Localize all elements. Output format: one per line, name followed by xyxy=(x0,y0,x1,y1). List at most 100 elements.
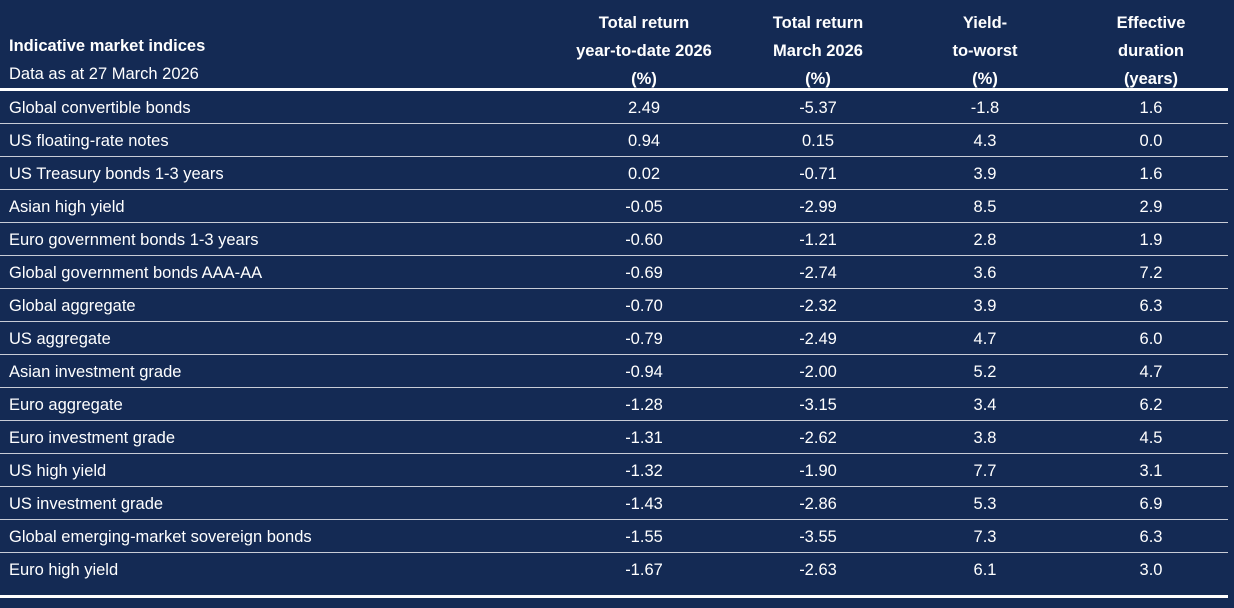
row-label: Global convertible bonds xyxy=(9,99,191,117)
table-row: US floating-rate notes 0.94 0.15 4.3 0.0 xyxy=(0,124,1228,157)
cell-value: -1.55 xyxy=(625,528,663,546)
col-header-line: Total return xyxy=(772,14,864,32)
cell-value: -2.62 xyxy=(799,429,837,447)
row-label: US high yield xyxy=(9,462,107,480)
cell-value: 0.0 xyxy=(1139,132,1163,150)
cell-value: -1.43 xyxy=(625,495,663,513)
col-header-line: March 2026 xyxy=(773,42,863,60)
col-header-line: year-to-date 2026 xyxy=(576,42,712,60)
cell-value: 3.6 xyxy=(973,264,997,282)
cell-value: -0.70 xyxy=(625,297,663,315)
cell-value: 4.7 xyxy=(1139,363,1163,381)
cell-value: -1.21 xyxy=(799,231,837,249)
cell-value: -5.37 xyxy=(799,99,837,117)
cell-value: -1.8 xyxy=(970,99,1000,117)
cell-value: 3.4 xyxy=(973,396,997,414)
table-title: Indicative market indices xyxy=(9,37,206,55)
cell-value: 5.3 xyxy=(973,495,997,513)
col-header-line: (%) xyxy=(631,70,657,88)
table-row: Euro investment grade -1.31 -2.62 3.8 4.5 xyxy=(0,421,1228,454)
cell-value: -2.74 xyxy=(799,264,837,282)
cell-value: 7.2 xyxy=(1139,264,1163,282)
cell-value: 3.0 xyxy=(1139,561,1163,579)
row-label: Euro high yield xyxy=(9,561,119,579)
cell-value: -1.32 xyxy=(625,462,663,480)
row-label: Global emerging-market sovereign bonds xyxy=(9,528,312,546)
cell-value: -2.32 xyxy=(799,297,837,315)
cell-value: 8.5 xyxy=(973,198,997,216)
row-label: Euro investment grade xyxy=(9,429,176,447)
col-header-ytd: Total return year-to-date 2026 (%) xyxy=(559,9,729,93)
cell-value: -2.63 xyxy=(799,561,837,579)
cell-value: 3.9 xyxy=(973,165,997,183)
cell-value: -0.71 xyxy=(799,165,837,183)
cell-value: 6.1 xyxy=(973,561,997,579)
cell-value: 7.3 xyxy=(973,528,997,546)
cell-value: -1.90 xyxy=(799,462,837,480)
table-body: Global convertible bonds 2.49 -5.37 -1.8 1.6… xyxy=(0,91,1228,591)
cell-value: -2.99 xyxy=(799,198,837,216)
row-label: US floating-rate notes xyxy=(9,132,169,150)
cell-value: 5.2 xyxy=(973,363,997,381)
cell-value: 0.94 xyxy=(627,132,661,150)
header-rule xyxy=(0,88,1228,91)
cell-value: -0.79 xyxy=(625,330,663,348)
cell-value: 4.7 xyxy=(973,330,997,348)
col-header-line: Effective xyxy=(1116,14,1186,32)
cell-value: 1.9 xyxy=(1139,231,1163,249)
cell-value: -2.00 xyxy=(799,363,837,381)
table-row: Asian investment grade -0.94 -2.00 5.2 4.7 xyxy=(0,355,1228,388)
cell-value: 3.8 xyxy=(973,429,997,447)
cell-value: 6.3 xyxy=(1139,297,1163,315)
col-header-line: to-worst xyxy=(952,42,1018,60)
cell-value: -0.94 xyxy=(625,363,663,381)
col-header-line: Yield- xyxy=(962,14,1008,32)
col-header-line: (years) xyxy=(1123,70,1179,88)
cell-value: -0.69 xyxy=(625,264,663,282)
row-label: Global aggregate xyxy=(9,297,136,315)
table-row: Global convertible bonds 2.49 -5.37 -1.8 1.6 xyxy=(0,91,1228,124)
col-header-yield: Yield- to-worst (%) xyxy=(900,9,1070,93)
col-header-line: Total return xyxy=(598,14,690,32)
cell-value: -2.86 xyxy=(799,495,837,513)
row-label: Euro government bonds 1-3 years xyxy=(9,231,259,249)
cell-value: 4.3 xyxy=(973,132,997,150)
cell-value: -1.67 xyxy=(625,561,663,579)
cell-value: -3.15 xyxy=(799,396,837,414)
col-header-line: (%) xyxy=(805,70,831,88)
row-label: Asian high yield xyxy=(9,198,125,216)
col-header-duration: Effective duration (years) xyxy=(1066,9,1234,93)
table-row: US high yield -1.32 -1.90 7.7 3.1 xyxy=(0,454,1228,487)
table-row: Euro aggregate -1.28 -3.15 3.4 6.2 xyxy=(0,388,1228,421)
cell-value: 2.9 xyxy=(1139,198,1163,216)
table-row: Global aggregate -0.70 -2.32 3.9 6.3 xyxy=(0,289,1228,322)
table-row: US Treasury bonds 1-3 years 0.02 -0.71 3.9 1… xyxy=(0,157,1228,190)
row-label: Asian investment grade xyxy=(9,363,182,381)
cell-value: -0.05 xyxy=(625,198,663,216)
table-row: Euro government bonds 1-3 years -0.60 -1.2… xyxy=(0,223,1228,256)
cell-value: 3.1 xyxy=(1139,462,1163,480)
cell-value: 0.15 xyxy=(801,132,835,150)
row-label: US Treasury bonds 1-3 years xyxy=(9,165,224,183)
cell-value: 4.5 xyxy=(1139,429,1163,447)
row-label: Euro aggregate xyxy=(9,396,123,414)
cell-value: 2.8 xyxy=(973,231,997,249)
cell-value: 6.3 xyxy=(1139,528,1163,546)
cell-value: -1.31 xyxy=(625,429,663,447)
row-label: US aggregate xyxy=(9,330,111,348)
table-row: Asian high yield -0.05 -2.99 8.5 2.9 xyxy=(0,190,1228,223)
col-header-march: Total return March 2026 (%) xyxy=(733,9,903,93)
cell-value: 7.7 xyxy=(973,462,997,480)
table-row: Global emerging-market sovereign bonds -1… xyxy=(0,520,1228,553)
row-label: Global government bonds AAA-AA xyxy=(9,264,263,282)
cell-value: -0.60 xyxy=(625,231,663,249)
table-header: Indicative market indices Data as at 27 … xyxy=(0,0,1228,88)
cell-value: 3.9 xyxy=(973,297,997,315)
cell-value: 6.2 xyxy=(1139,396,1163,414)
table-row: Euro high yield -1.67 -2.63 6.1 3.0 xyxy=(0,553,1228,591)
cell-value: 6.0 xyxy=(1139,330,1163,348)
cell-value: -1.28 xyxy=(625,396,663,414)
cell-value: 2.49 xyxy=(627,99,661,117)
cell-value: 1.6 xyxy=(1139,99,1163,117)
cell-value: 0.02 xyxy=(627,165,661,183)
